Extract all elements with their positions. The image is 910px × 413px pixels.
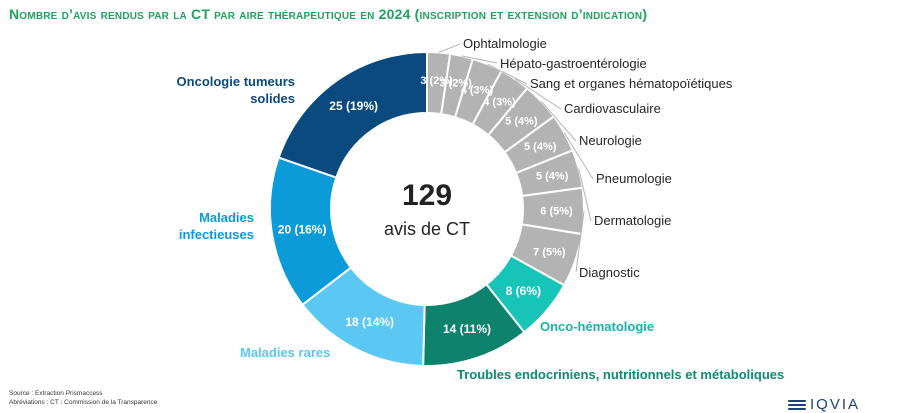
- slice-category-label: Hépato-gastroentérologie: [500, 56, 647, 71]
- leader-line: [578, 168, 592, 222]
- slice-category-label-line: Maladies: [199, 210, 254, 225]
- donut-slices: [269, 50, 585, 367]
- slice-category-label: Dermatologie: [594, 213, 671, 228]
- center-total: 129: [402, 179, 452, 212]
- slice-value-label: 14 (11%): [443, 322, 491, 336]
- chart-title: Nombre d’avis rendus par la CT par aire …: [9, 6, 648, 22]
- logo-mark-icon: [788, 399, 806, 410]
- slice-category-label: Troubles endocriniens, nutritionnels et …: [457, 367, 784, 382]
- slice-value-label: 8 (6%): [506, 284, 541, 298]
- slice-category-label: Sang et organes hématopoïétiques: [530, 76, 733, 91]
- donut-slice: [277, 50, 428, 179]
- slice-value-label: 4 (3%): [461, 85, 494, 97]
- leader-line: [514, 78, 562, 110]
- slice-category-label: Ophtalmologie: [463, 36, 547, 51]
- slice-category-label: Maladies infectieuses: [179, 210, 254, 242]
- logo-text: IQVIA: [810, 396, 861, 413]
- slice-value-label: 20 (16%): [278, 222, 327, 236]
- slice-category-label: Neurologie: [579, 133, 642, 148]
- slice-category-label: Onco-hématologie: [540, 319, 654, 334]
- slice-value-label: 4 (3%): [483, 97, 516, 109]
- iqvia-logo: IQVIA: [788, 396, 860, 413]
- leader-line: [563, 132, 594, 180]
- slice-value-label: 18 (14%): [345, 315, 394, 329]
- slice-value-label: 6 (5%): [540, 206, 573, 218]
- leader-line: [487, 63, 528, 85]
- slice-category-label: Oncologie tumeurs solides: [177, 74, 295, 106]
- leader-line: [541, 101, 577, 142]
- slice-value-label: 25 (19%): [329, 99, 378, 113]
- slice-category-label: Pneumologie: [596, 171, 672, 186]
- leader-line: [438, 43, 461, 53]
- leader-line: [575, 210, 585, 273]
- center-caption: avis de CT: [384, 219, 470, 239]
- category-labels: Ophtalmologie Hépato-gastroentérologie San…: [177, 36, 785, 382]
- slice-category-label-line: solides: [250, 91, 295, 106]
- slice-category-label-line: infectieuses: [179, 227, 254, 242]
- slice-value-label: 5 (4%): [524, 141, 557, 153]
- slice-value-label: 3 (2%): [439, 78, 472, 90]
- slice-category-label-line: Oncologie tumeurs: [177, 74, 295, 89]
- abbreviations-note: Abréviations : CT : Commission de la Tra…: [9, 399, 158, 406]
- source-note: Source : Extraction Prismaccess: [9, 390, 103, 397]
- slice-value-label: 5 (4%): [505, 115, 538, 127]
- slice-category-label: Maladies rares: [240, 345, 330, 360]
- slice-category-label: Cardiovasculaire: [564, 101, 661, 116]
- value-labels: 3 (2%)3 (2%)4 (3%)4 (3%)5 (4%)5 (4%)5 (4…: [278, 75, 573, 336]
- slice-value-label: 3 (2%): [420, 75, 453, 87]
- leader-line: [461, 55, 498, 64]
- slice-category-label: Diagnostic: [579, 265, 640, 280]
- leader-lines: [438, 43, 594, 273]
- slice-value-label: 5 (4%): [536, 171, 569, 183]
- slice-value-label: 7 (5%): [533, 246, 566, 258]
